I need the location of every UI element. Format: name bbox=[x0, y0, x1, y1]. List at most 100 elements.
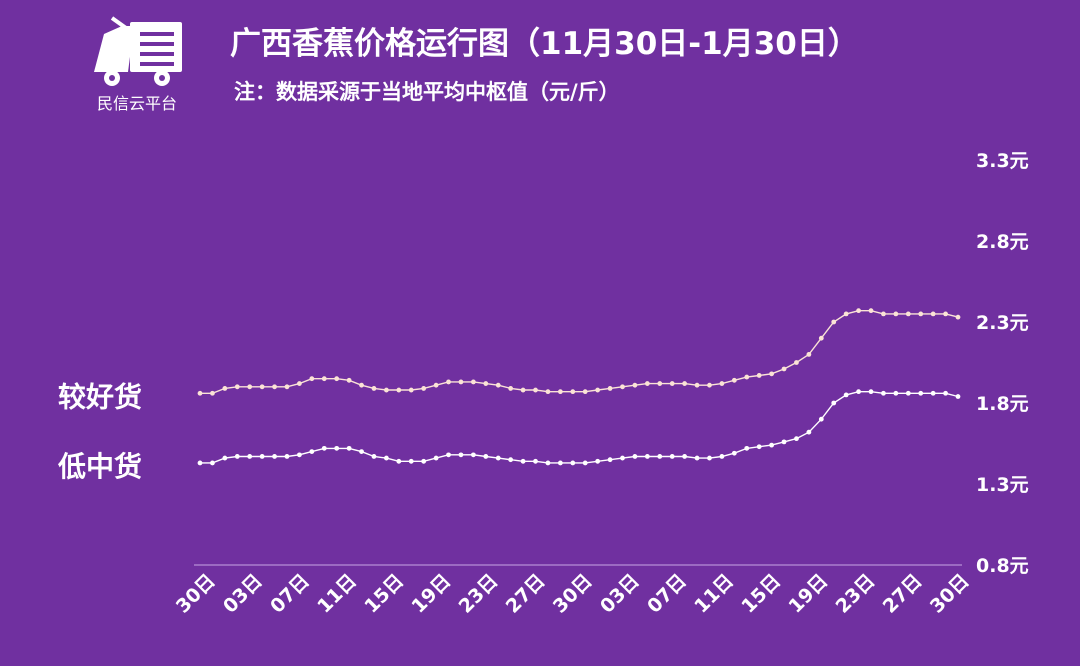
data-point bbox=[284, 454, 290, 459]
y-tick-label: 0.8元 bbox=[976, 555, 1029, 577]
data-point bbox=[446, 452, 451, 458]
data-point bbox=[930, 311, 936, 317]
data-point bbox=[843, 392, 849, 398]
y-tick-label: 2.3元 bbox=[976, 312, 1029, 334]
data-point bbox=[595, 387, 601, 393]
data-point bbox=[893, 311, 899, 317]
data-point bbox=[570, 389, 576, 395]
data-point bbox=[930, 390, 936, 396]
x-tick-label: 03日 bbox=[219, 570, 267, 618]
data-point bbox=[918, 390, 924, 396]
data-point bbox=[707, 455, 712, 461]
x-tick-label: 19日 bbox=[408, 570, 456, 618]
data-point bbox=[483, 381, 489, 386]
data-point bbox=[359, 382, 364, 388]
x-tick-label: 27日 bbox=[879, 570, 927, 618]
data-point bbox=[359, 449, 364, 454]
data-point bbox=[247, 384, 253, 390]
logo-text: 民信云平台 bbox=[96, 94, 177, 113]
x-tick-label: 07日 bbox=[643, 570, 691, 618]
data-point bbox=[259, 454, 265, 459]
data-point bbox=[756, 444, 762, 450]
data-point bbox=[234, 384, 240, 390]
x-tick-label: 23日 bbox=[832, 570, 880, 618]
data-point bbox=[346, 377, 352, 383]
data-point bbox=[383, 455, 389, 461]
data-point bbox=[905, 311, 911, 317]
x-tick-label: 19日 bbox=[785, 570, 833, 618]
chart-title: 广西香蕉价格运行图（11月30日-1月30日） bbox=[230, 26, 859, 62]
data-point bbox=[818, 335, 824, 341]
data-point bbox=[408, 458, 414, 464]
data-point bbox=[582, 389, 588, 395]
data-point bbox=[495, 455, 501, 461]
delivery-truck-icon bbox=[94, 16, 182, 86]
data-point bbox=[868, 389, 874, 395]
data-point bbox=[234, 454, 240, 459]
data-point bbox=[545, 460, 551, 466]
data-point bbox=[297, 381, 302, 386]
data-point bbox=[533, 458, 538, 464]
x-tick-label: 03日 bbox=[596, 570, 644, 618]
y-tick-label: 1.3元 bbox=[976, 474, 1029, 496]
data-point bbox=[272, 454, 277, 459]
data-point bbox=[557, 389, 563, 395]
data-point bbox=[756, 373, 762, 378]
data-point bbox=[781, 366, 787, 372]
data-point bbox=[831, 319, 837, 325]
data-point bbox=[582, 460, 588, 466]
data-point bbox=[259, 384, 265, 390]
data-point bbox=[831, 400, 837, 406]
x-tick-label: 11日 bbox=[690, 570, 738, 618]
data-point bbox=[769, 442, 775, 448]
data-point bbox=[744, 445, 750, 451]
x-tick-label: 30日 bbox=[172, 570, 220, 618]
data-point bbox=[719, 381, 725, 386]
data-point bbox=[383, 387, 389, 393]
data-point bbox=[197, 390, 203, 396]
data-point bbox=[557, 460, 563, 466]
data-point bbox=[446, 379, 451, 385]
data-point bbox=[197, 460, 203, 466]
data-point bbox=[943, 390, 948, 396]
data-point bbox=[955, 394, 961, 399]
data-point bbox=[657, 381, 663, 386]
data-point bbox=[769, 371, 775, 377]
data-point bbox=[495, 382, 501, 388]
data-point bbox=[719, 454, 725, 459]
data-point bbox=[669, 381, 675, 386]
data-point bbox=[421, 458, 427, 464]
data-point bbox=[682, 454, 688, 459]
x-tick-label: 07日 bbox=[266, 570, 314, 618]
data-point bbox=[421, 386, 427, 391]
y-tick-label: 1.8元 bbox=[976, 393, 1029, 415]
data-point bbox=[918, 311, 924, 317]
series-line bbox=[200, 310, 959, 394]
data-point bbox=[669, 454, 675, 459]
data-point bbox=[856, 308, 861, 314]
data-point bbox=[607, 386, 613, 391]
data-point bbox=[818, 416, 824, 422]
data-point bbox=[371, 454, 377, 459]
data-point bbox=[408, 387, 414, 393]
data-point bbox=[620, 455, 625, 461]
x-tick-label: 11日 bbox=[313, 570, 361, 618]
data-point bbox=[856, 389, 861, 395]
data-point bbox=[483, 454, 489, 459]
data-point bbox=[321, 376, 327, 382]
data-point bbox=[222, 455, 228, 461]
y-tick-label: 3.3元 bbox=[976, 150, 1029, 172]
data-point bbox=[520, 387, 526, 393]
data-point bbox=[508, 386, 514, 391]
data-point bbox=[806, 352, 812, 357]
data-point bbox=[297, 452, 302, 458]
data-point bbox=[284, 384, 290, 390]
data-point bbox=[458, 379, 464, 385]
y-tick-label: 2.8元 bbox=[976, 231, 1029, 253]
data-point bbox=[731, 377, 737, 383]
series-label: 较好货 bbox=[58, 380, 142, 413]
data-point bbox=[433, 455, 439, 461]
data-point bbox=[309, 449, 315, 454]
data-point bbox=[644, 381, 650, 386]
